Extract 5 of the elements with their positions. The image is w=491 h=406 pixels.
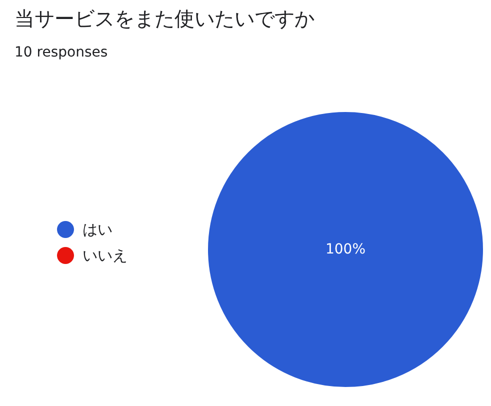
chart-title: 当サービスをまた使いたいですか — [14, 6, 314, 30]
legend-label: いいえ — [82, 246, 128, 264]
data-label: 100% — [325, 242, 366, 258]
chart-subtitle: 10 responses — [14, 44, 108, 60]
legend-label: はい — [82, 220, 112, 238]
